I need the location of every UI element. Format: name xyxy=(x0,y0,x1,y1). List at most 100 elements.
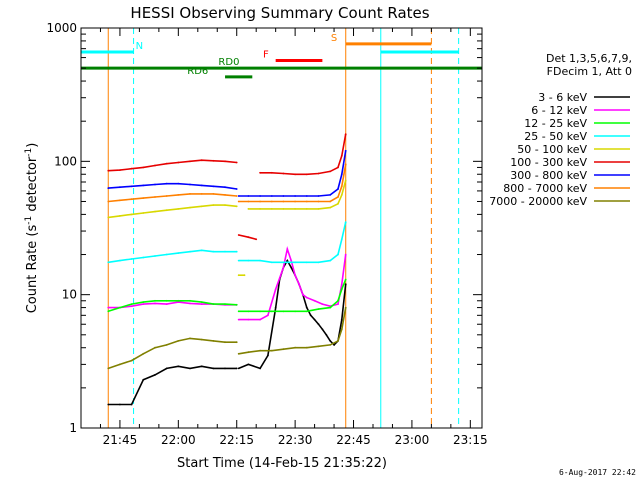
series-point-3-0-10 xyxy=(224,250,226,253)
series-point-8-1-1 xyxy=(247,351,250,354)
series-point-2-0-7 xyxy=(189,299,191,302)
series-point-0-1-4 xyxy=(274,306,277,309)
series-point-6-0-7 xyxy=(189,183,191,186)
series-point-3-1-0 xyxy=(237,259,240,262)
series-point-8-0-5 xyxy=(165,344,168,346)
series-point-1-1-15 xyxy=(337,303,339,305)
series-line-5-seg-2 xyxy=(260,133,347,176)
series-point-4-0-10 xyxy=(224,204,226,207)
series-point-0-0-3 xyxy=(142,378,145,381)
series-point-4-0-6 xyxy=(177,208,180,210)
series-point-3-0-6 xyxy=(177,252,180,255)
series-point-0-1-1 xyxy=(247,363,250,366)
legend-label-1: 6 - 12 keV xyxy=(531,104,587,117)
series-point-7-0-8 xyxy=(200,193,203,195)
series-point-6-0-5 xyxy=(165,182,168,185)
series-point-6-0-4 xyxy=(154,183,156,186)
series-point-8-0-2 xyxy=(130,359,133,362)
series-point-0-1-7 xyxy=(286,259,289,262)
series-point-7-0-9 xyxy=(212,193,215,195)
series-point-1-1-16 xyxy=(340,283,343,285)
series-point-6-0-8 xyxy=(200,184,203,187)
series-point-7-1-1 xyxy=(247,200,250,203)
series-line-7-seg-0 xyxy=(108,193,237,203)
series-point-8-0-10 xyxy=(224,341,226,344)
y-tick-label-0: 1 xyxy=(69,421,77,435)
flag-label-rd0: RD0 xyxy=(218,57,239,68)
series-point-5-1-2 xyxy=(255,238,258,241)
series-point-2-0-5 xyxy=(165,299,168,302)
series-point-0-1-13 xyxy=(309,314,312,317)
series-point-5-0-4 xyxy=(154,164,156,167)
series-point-2-1-1 xyxy=(247,310,250,313)
series-point-5-2-2 xyxy=(282,172,285,175)
series-point-1-1-10 xyxy=(302,293,304,296)
series-point-6-0-1 xyxy=(119,186,121,189)
y-label-close: ) xyxy=(25,143,40,148)
y-label-sup: -1 xyxy=(24,216,34,225)
series-point-8-0-6 xyxy=(177,340,180,342)
flag-label-f: F xyxy=(263,50,269,61)
series-point-4-0-0 xyxy=(107,216,110,219)
series-line-2-seg-0 xyxy=(108,299,237,313)
series-point-2-0-8 xyxy=(200,301,203,303)
x-tick-label-2: 22:15 xyxy=(219,433,254,447)
series-point-2-1-8 xyxy=(329,306,332,309)
series-point-2-0-1 xyxy=(119,306,121,309)
series-point-3-1-10 xyxy=(340,238,343,241)
series-point-5-2-5 xyxy=(317,172,320,175)
series-point-0-1-14 xyxy=(313,318,316,321)
series-point-2-1-9 xyxy=(337,299,339,302)
series-point-5-2-9 xyxy=(344,133,347,136)
y-label-sup2: -1 xyxy=(24,148,34,157)
series-point-3-0-2 xyxy=(130,258,133,260)
x-tick-label-0: 21:45 xyxy=(103,433,138,447)
series-point-0-1-19 xyxy=(333,344,335,346)
series-point-1-0-4 xyxy=(154,302,156,305)
series-point-8-1-9 xyxy=(337,340,339,342)
series-point-6-1-8 xyxy=(329,194,332,196)
y-axis-label: Count Rate (s-1 detector-1) xyxy=(24,143,40,314)
series-point-2-0-2 xyxy=(130,303,133,305)
series-point-6-1-2 xyxy=(259,195,261,197)
series-point-7-1-9 xyxy=(337,196,339,198)
series-point-0-0-9 xyxy=(212,367,215,370)
series-point-4-2-7 xyxy=(329,206,332,209)
series-point-0-0-0 xyxy=(107,403,110,406)
series-point-7-0-5 xyxy=(165,195,168,197)
series-point-5-0-8 xyxy=(200,159,203,162)
series-point-5-2-3 xyxy=(294,173,296,176)
series-point-4-2-2 xyxy=(270,208,273,210)
series-point-0-0-6 xyxy=(177,365,180,368)
series-point-6-0-9 xyxy=(212,185,215,188)
series-point-3-1-6 xyxy=(305,261,308,264)
series-point-6-1-9 xyxy=(337,188,339,190)
legend-label-3: 25 - 50 keV xyxy=(524,130,587,143)
series-point-7-1-8 xyxy=(329,200,332,203)
series-point-8-1-2 xyxy=(259,349,261,352)
series-point-8-0-1 xyxy=(119,363,121,366)
series-point-2-1-0 xyxy=(237,310,240,313)
series-point-3-1-11 xyxy=(344,221,347,224)
series-point-0-1-0 xyxy=(237,367,240,370)
series-point-1-1-3 xyxy=(267,314,269,317)
series-point-2-1-7 xyxy=(317,308,320,310)
timestamp: 6-Aug-2017 22:42 xyxy=(558,468,636,477)
series-point-7-1-7 xyxy=(317,200,320,203)
series-point-6-1-6 xyxy=(305,195,308,197)
series-point-3-1-9 xyxy=(337,253,339,256)
series-point-5-2-6 xyxy=(329,170,332,173)
series-point-7-0-11 xyxy=(235,195,238,197)
series-point-0-1-21 xyxy=(340,318,343,321)
series-line-6-seg-1 xyxy=(238,150,347,197)
series-point-0-1-12 xyxy=(305,306,308,309)
series-point-1-1-12 xyxy=(313,299,316,302)
series-point-1-1-6 xyxy=(286,248,289,250)
series-point-0-0-1 xyxy=(119,403,121,406)
x-axis-label: Start Time (14-Feb-15 21:35:22) xyxy=(177,456,387,471)
series-point-6-1-3 xyxy=(270,195,273,197)
series-point-4-0-3 xyxy=(142,212,145,214)
legend-label-8: 7000 - 20000 keV xyxy=(489,195,587,208)
series-point-6-1-5 xyxy=(294,195,296,197)
series-point-4-0-9 xyxy=(212,204,215,207)
